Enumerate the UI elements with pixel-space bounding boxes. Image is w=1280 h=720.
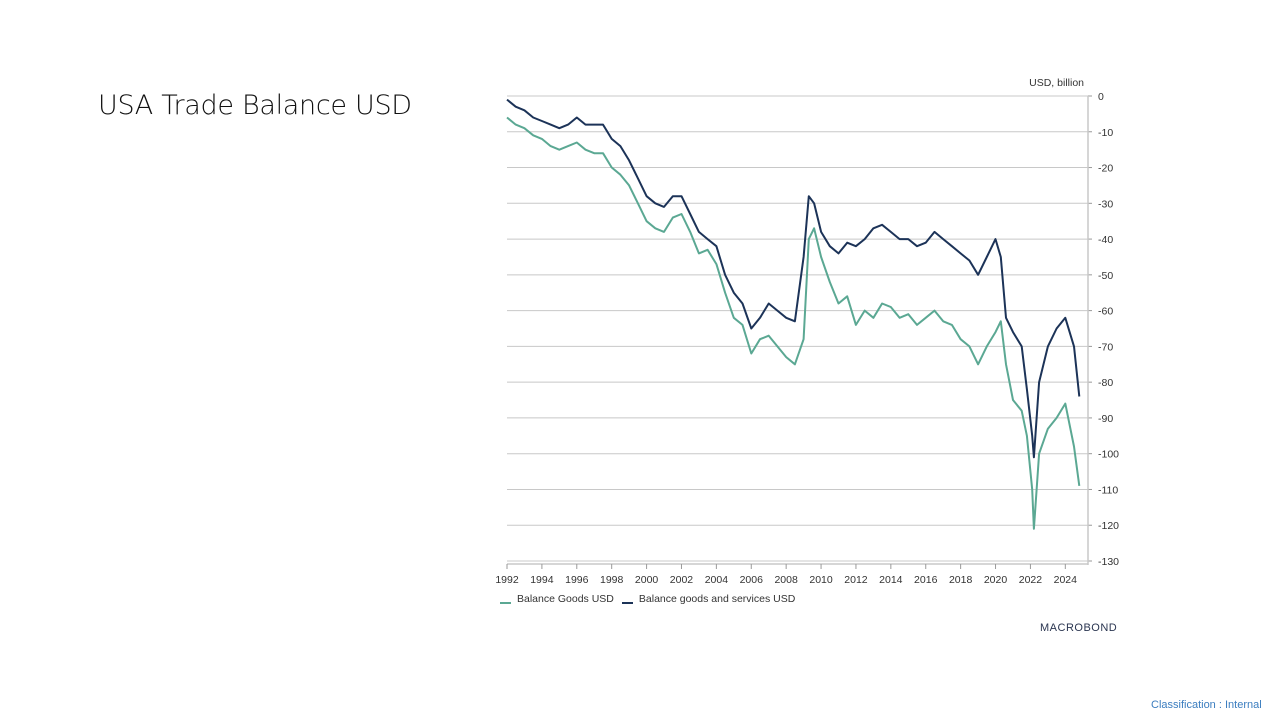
x-tick-label: 2018: [949, 574, 973, 586]
x-tick-label: 2004: [705, 574, 729, 586]
classification-label: Classification : Internal: [1151, 699, 1262, 711]
x-tick-label: 2010: [809, 574, 833, 586]
x-tick-label: 1998: [600, 574, 624, 586]
y-tick-label: -110: [1098, 484, 1118, 496]
x-tick-label: 2000: [635, 574, 659, 586]
series-line-goods-services: [506, 98, 1081, 459]
y-tick-label: -130: [1098, 556, 1119, 568]
y-tick-label: -10: [1098, 127, 1113, 139]
x-tick-label: 1994: [530, 574, 554, 586]
x-tick-label: 2006: [740, 574, 764, 586]
y-tick-label: -40: [1098, 234, 1113, 246]
x-tick-label: 2002: [670, 574, 694, 586]
axes: 0 -10 -20 -30 -40 -50 -60 -70 -80 -90 -100 -110 -120…: [495, 91, 1119, 586]
y-tick-label: 0: [1098, 91, 1104, 103]
x-tick-label: 1996: [565, 574, 589, 586]
legend-swatch-goods-services: [621, 602, 633, 604]
x-tick-label: 2016: [914, 574, 938, 586]
x-tick-label: 2024: [1054, 574, 1078, 586]
x-tick-label: 2014: [879, 574, 903, 586]
y-tick-label: -50: [1098, 270, 1113, 282]
y-tick-label: -120: [1098, 520, 1119, 532]
x-tick-label: 2008: [774, 574, 798, 586]
y-tick-label: -60: [1098, 306, 1113, 318]
legend-swatch-goods: [500, 602, 511, 604]
y-tick-label: -100: [1098, 449, 1119, 461]
y-tick-label: -30: [1098, 198, 1113, 210]
series-lines: [506, 98, 1081, 530]
x-tick-label: 2022: [1019, 574, 1043, 586]
slide-title: USA Trade Balance USD: [98, 90, 412, 121]
x-tick-label: 2020: [984, 574, 1008, 586]
y-axis-unit-label: USD, billion: [1029, 77, 1084, 89]
y-tick-label: -80: [1098, 377, 1113, 389]
y-tick-label: -70: [1098, 341, 1113, 353]
legend: Balance Goods USD Balance goods and serv…: [500, 593, 795, 605]
legend-label-goods-services: Balance goods and services USD: [638, 593, 796, 605]
y-tick-label: -90: [1098, 413, 1113, 425]
legend-label-goods: Balance Goods USD: [517, 593, 614, 605]
series-line-goods: [506, 116, 1081, 530]
x-tick-label: 2012: [844, 574, 868, 586]
y-tick-label: -20: [1098, 163, 1113, 175]
x-tick-label: 1992: [495, 574, 519, 586]
grid: [507, 95, 1088, 562]
macrobond-logo: MACROBOND: [1040, 622, 1118, 634]
